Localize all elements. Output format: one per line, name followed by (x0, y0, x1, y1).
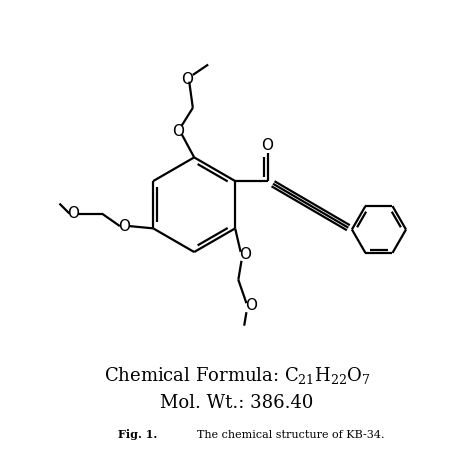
Text: O: O (245, 298, 257, 313)
Text: O: O (262, 138, 273, 152)
Text: Chemical Formula: $\mathregular{C_{21}H_{22}O_7}$: Chemical Formula: $\mathregular{C_{21}H_… (103, 365, 371, 386)
Text: Fig. 1.: Fig. 1. (118, 429, 157, 440)
Text: O: O (67, 206, 79, 221)
Text: The chemical structure of KB-34.: The chemical structure of KB-34. (197, 430, 385, 440)
Text: Mol. Wt.: 386.40: Mol. Wt.: 386.40 (160, 394, 314, 412)
Text: O: O (181, 72, 193, 87)
Text: O: O (172, 124, 184, 139)
Text: O: O (118, 218, 130, 234)
Text: O: O (239, 246, 251, 262)
